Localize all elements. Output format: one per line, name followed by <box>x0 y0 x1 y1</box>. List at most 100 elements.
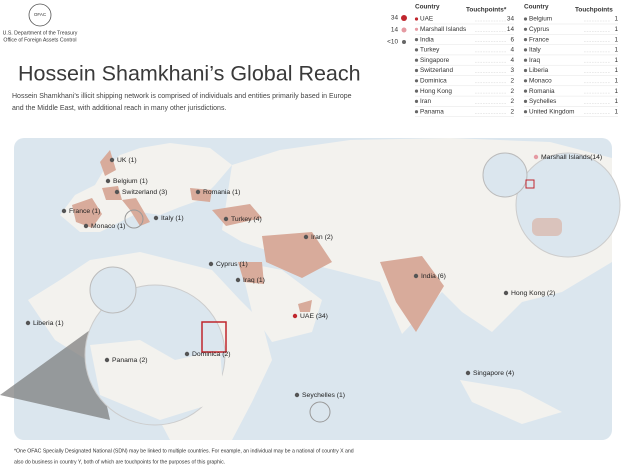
map-dot <box>61 208 67 214</box>
title: Hossein Shamkhani’s Global Reach <box>18 62 361 86</box>
country-name: Hong Kong <box>420 88 452 95</box>
globe <box>482 152 528 198</box>
row-dot <box>523 58 528 62</box>
country-name: France <box>529 36 549 43</box>
map-dot <box>303 234 309 240</box>
map-dot <box>114 189 120 195</box>
land <box>460 380 562 424</box>
zoom-circle <box>515 152 621 258</box>
country-name: Liberia <box>529 67 549 74</box>
row-dot <box>523 99 528 103</box>
country-name: Turkey <box>420 47 440 54</box>
agency-line: Office of Foreign Assets Control <box>3 37 76 43</box>
map-label: Marshall Islands(14) <box>541 154 602 161</box>
table-header: Touchpoints* <box>466 7 507 14</box>
map-dot <box>195 189 201 195</box>
country <box>190 188 212 202</box>
map-dot <box>465 370 471 376</box>
map-dot <box>292 313 298 319</box>
row-dot <box>523 38 528 42</box>
map-label: Italy (1) <box>161 215 184 222</box>
map-dot <box>413 273 419 279</box>
map-label: Iran (2) <box>311 234 333 241</box>
map-label: France (1) <box>69 208 100 215</box>
country-name: Iran <box>420 98 431 105</box>
touchpoints: 1 <box>614 98 618 105</box>
touchpoints: 3 <box>510 67 514 74</box>
map-label: Iraq (1) <box>243 277 265 284</box>
country <box>298 300 312 312</box>
country-name: Italy <box>529 47 542 54</box>
touchpoints: 4 <box>510 57 514 64</box>
country-name: Cyprus <box>529 26 549 33</box>
country-name: Dominica <box>420 77 447 84</box>
country <box>262 232 332 278</box>
map-label: Turkey (4) <box>231 216 262 223</box>
map-label: Hong Kong (2) <box>511 290 555 297</box>
map-dot <box>294 392 300 398</box>
legend-dot <box>401 27 407 33</box>
row-dot <box>414 17 419 21</box>
country-name: Romania <box>529 88 555 95</box>
globe <box>89 266 137 314</box>
map-label: Cyprus (1) <box>216 261 248 268</box>
map-label: UAE (34) <box>300 313 328 320</box>
country-name: Singapore <box>420 57 450 64</box>
row-dot <box>414 27 419 31</box>
legend-dot <box>401 15 407 21</box>
map-dot <box>533 154 539 160</box>
country-name: Monaco <box>529 77 552 84</box>
footnote: also do business in country Y, both of w… <box>14 459 225 465</box>
touchpoints: 1 <box>614 57 618 64</box>
island <box>532 218 562 236</box>
zoom-wedge <box>0 330 110 420</box>
touchpoints: 2 <box>510 98 514 105</box>
country <box>102 186 122 200</box>
row-dot <box>523 68 528 73</box>
row-dot <box>523 17 528 21</box>
touchpoints: 2 <box>510 108 514 115</box>
map <box>0 138 621 440</box>
legend-label: 14 <box>391 27 399 34</box>
map-dot <box>208 261 214 267</box>
land <box>90 340 224 420</box>
seal-text: OFAC <box>34 12 47 17</box>
map-dot <box>223 216 229 222</box>
map-label: Liberia (1) <box>33 320 64 327</box>
country-name: Switzerland <box>420 67 453 74</box>
map-label: Switzerland (3) <box>122 189 167 196</box>
map-label: India (6) <box>421 273 446 280</box>
row-dot <box>414 99 419 103</box>
map-label: UK (1) <box>117 157 137 164</box>
map-label: Romania (1) <box>203 189 240 196</box>
description: Hossein Shamkhani’s illicit shipping net… <box>12 93 352 100</box>
map-dot <box>153 215 159 221</box>
zoom-box <box>525 179 535 189</box>
map-label: Belgium (1) <box>113 178 148 185</box>
highlighted-countries <box>72 150 444 332</box>
country-name: India <box>420 36 434 43</box>
map-dot <box>83 223 89 229</box>
description: and the Middle East, with additional rea… <box>12 105 226 112</box>
table-header: Country <box>415 4 440 11</box>
map-dot <box>503 290 509 296</box>
touchpoints: 2 <box>510 77 514 84</box>
row-dot <box>523 110 528 114</box>
touchpoints: 14 <box>507 26 515 33</box>
map-dot <box>25 320 31 326</box>
touchpoints: 6 <box>510 36 514 43</box>
map-label: Monaco (1) <box>91 223 125 230</box>
highlight-circle <box>309 401 331 423</box>
touchpoints: 1 <box>614 47 618 54</box>
touchpoints: 1 <box>614 88 618 95</box>
legend-label: 34 <box>391 15 399 22</box>
row-dot <box>523 79 528 83</box>
touchpoints: 1 <box>614 77 618 84</box>
table-header: Country <box>524 4 549 11</box>
map-label: Dominica (2) <box>192 351 231 358</box>
country <box>72 198 102 228</box>
country <box>380 256 444 332</box>
map-dot <box>109 157 115 163</box>
